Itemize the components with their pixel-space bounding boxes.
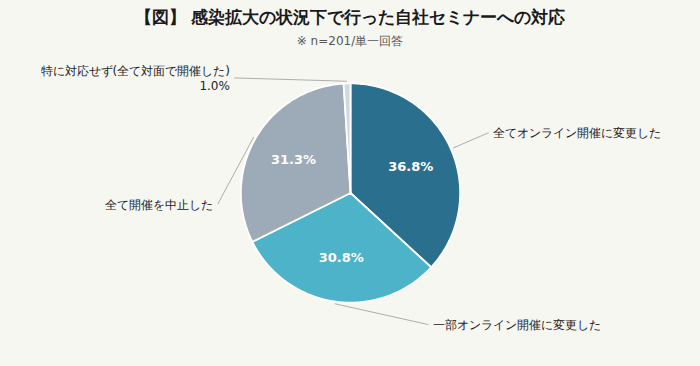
svg-text:全て開催を中止した: 全て開催を中止した bbox=[105, 198, 213, 212]
svg-text:30.8%: 30.8% bbox=[319, 250, 364, 265]
svg-text:特に対応せず(全て対面で開催した)1.0%: 特に対応せず(全て対面で開催した)1.0% bbox=[41, 64, 230, 92]
svg-text:31.3%: 31.3% bbox=[271, 152, 316, 167]
html-text:※ n=201/単一回答: ※ n=201/単一回答 bbox=[296, 34, 404, 48]
html-text:【図】 感染拡大の状況下で行った自社セミナーへの対応: 【図】 感染拡大の状況下で行った自社セミナーへの対応 bbox=[134, 7, 566, 27]
svg-text:一部オンライン開催に変更した: 一部オンライン開催に変更した bbox=[433, 318, 601, 332]
svg-text:36.8%: 36.8% bbox=[388, 159, 433, 174]
svg-text:全てオンライン開催に変更した: 全てオンライン開催に変更した bbox=[493, 126, 661, 140]
